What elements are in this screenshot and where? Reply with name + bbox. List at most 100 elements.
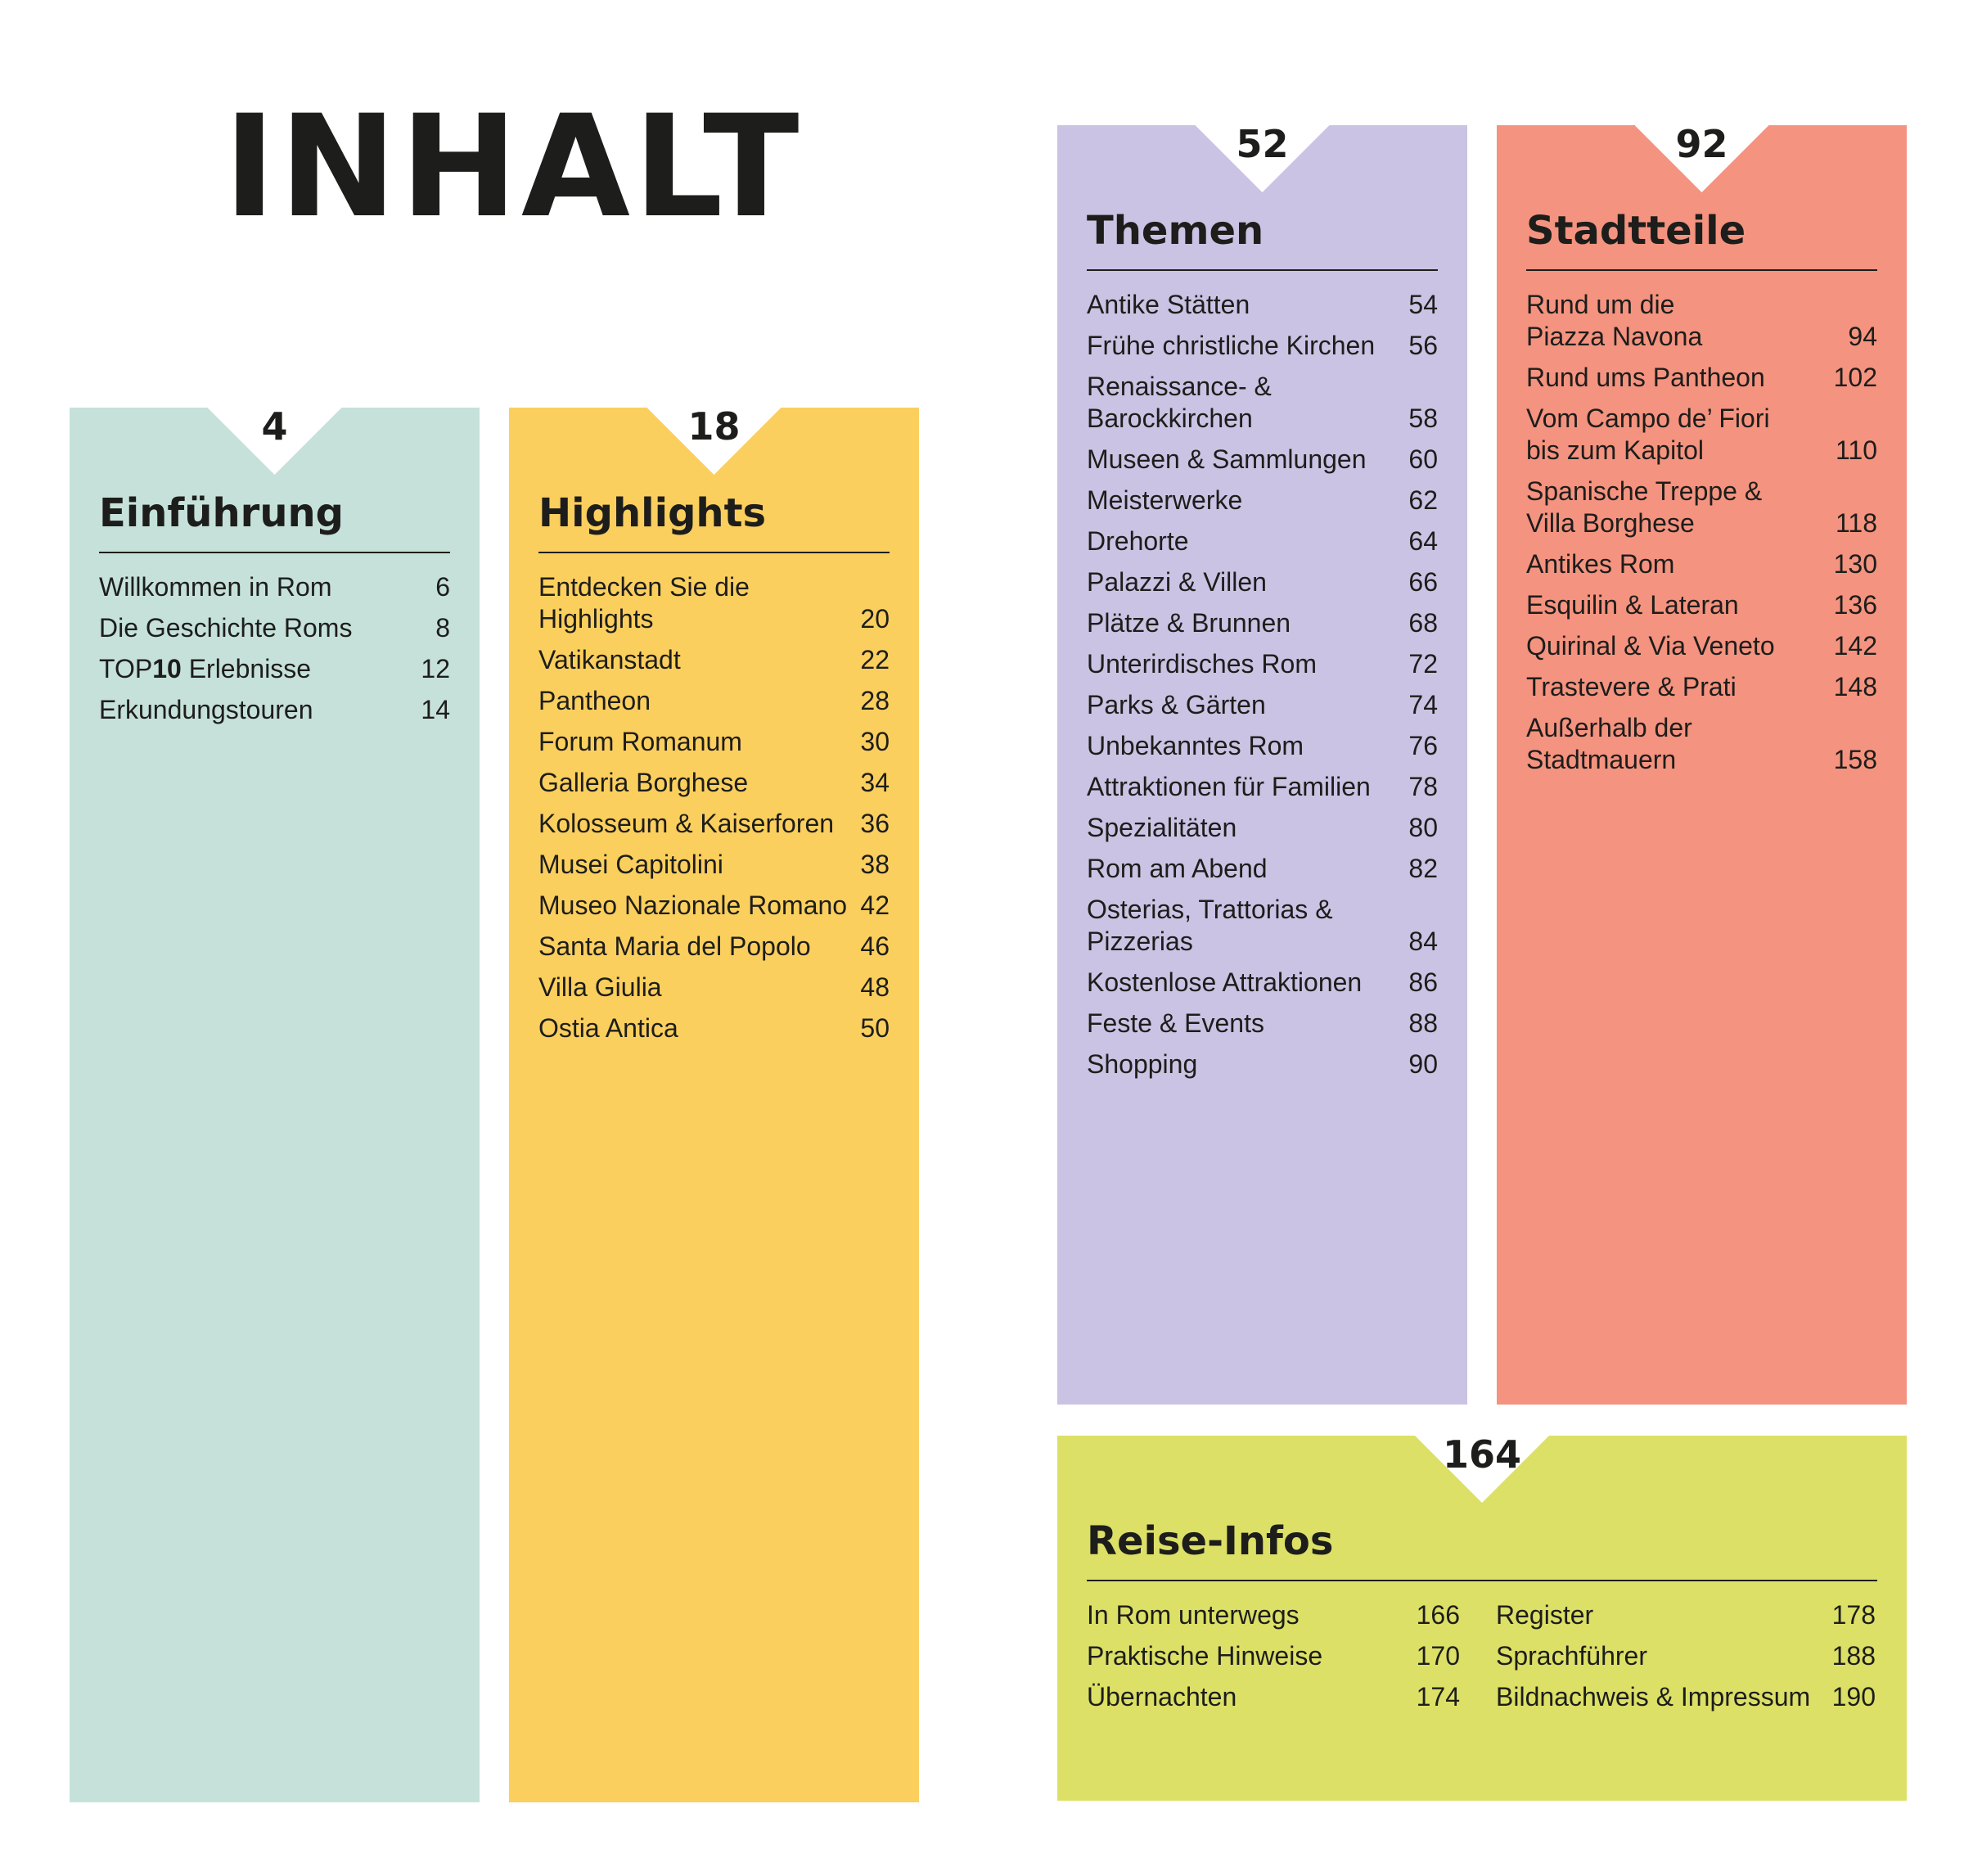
- toc-entry-label-suffix: Erlebnisse: [181, 654, 312, 683]
- toc-entry-page: 58: [1408, 404, 1438, 433]
- toc-entry[interactable]: Parks & Gärten 74: [1087, 689, 1438, 721]
- toc-entry-label: Attraktionen für Familien: [1087, 772, 1371, 801]
- toc-entry[interactable]: Die Geschichte Roms 8: [99, 612, 450, 644]
- section-page-number[interactable]: 18: [687, 404, 741, 449]
- toc-entry-page: 22: [860, 645, 890, 674]
- toc-entry-page: 90: [1408, 1049, 1438, 1079]
- toc-entry[interactable]: Trastevere & Prati 148: [1526, 671, 1877, 703]
- toc-entry-page: 62: [1408, 485, 1438, 515]
- toc-entry-label: Antikes Rom: [1526, 549, 1675, 579]
- toc-entry[interactable]: Spanische Treppe & Villa Borghese 118: [1526, 476, 1877, 539]
- entry-list: Willkommen in Rom 6 Die Geschichte Roms 8 TO…: [99, 571, 450, 735]
- toc-entry[interactable]: Villa Giulia 48: [538, 972, 890, 1003]
- toc-entry-page: 158: [1833, 745, 1877, 774]
- toc-entry[interactable]: Rom am Abend 82: [1087, 853, 1438, 885]
- section-page-number[interactable]: 52: [1236, 122, 1289, 166]
- section-title[interactable]: Themen: [1087, 208, 1264, 254]
- toc-entry-label: Trastevere & Prati: [1526, 672, 1737, 701]
- toc-entry-label: Galleria Borghese: [538, 768, 749, 797]
- toc-entry[interactable]: Attraktionen für Familien 78: [1087, 771, 1438, 803]
- toc-entry[interactable]: Santa Maria del Popolo 46: [538, 931, 890, 963]
- toc-entry[interactable]: Praktische Hinweise 170: [1087, 1640, 1460, 1672]
- toc-entry[interactable]: Museo Nazionale Romano 42: [538, 890, 890, 922]
- toc-entry[interactable]: In Rom unterwegs 166: [1087, 1599, 1460, 1631]
- section-page-number[interactable]: 164: [1442, 1432, 1522, 1477]
- section-page-number[interactable]: 92: [1675, 122, 1728, 166]
- toc-entry[interactable]: Musei Capitolini 38: [538, 849, 890, 881]
- section-title[interactable]: Highlights: [538, 490, 767, 536]
- toc-entry-page: 56: [1408, 331, 1438, 360]
- toc-entry[interactable]: Spezialitäten 80: [1087, 812, 1438, 844]
- toc-entry[interactable]: Meisterwerke 62: [1087, 485, 1438, 516]
- toc-entry[interactable]: Übernachten 174: [1087, 1681, 1460, 1713]
- toc-entry[interactable]: Palazzi & Villen 66: [1087, 566, 1438, 598]
- toc-entry[interactable]: Shopping 90: [1087, 1048, 1438, 1080]
- toc-entry-page: 60: [1408, 444, 1438, 474]
- toc-entry[interactable]: Willkommen in Rom 6: [99, 571, 450, 603]
- toc-entry[interactable]: Galleria Borghese 34: [538, 767, 890, 799]
- toc-entry[interactable]: Pantheon 28: [538, 685, 890, 717]
- toc-entry-label: Spezialitäten: [1087, 813, 1237, 842]
- toc-entry[interactable]: Bildnachweis & Impressum 190: [1496, 1681, 1876, 1713]
- toc-entry[interactable]: Rund ums Pantheon 102: [1526, 362, 1877, 394]
- toc-entry[interactable]: Forum Romanum 30: [538, 726, 890, 758]
- toc-entry[interactable]: Drehorte 64: [1087, 525, 1438, 557]
- toc-entry-page: 36: [860, 809, 890, 838]
- section-einfuehrung: 4 Einführung Willkommen in Rom 6 Die Gesch…: [70, 404, 480, 1802]
- entry-list: Entdecken Sie die Highlights 20 Vatikansta…: [538, 571, 890, 1053]
- toc-entry[interactable]: Frühe christliche Kirchen 56: [1087, 330, 1438, 362]
- toc-entry-label: Praktische Hinweise: [1087, 1641, 1323, 1671]
- toc-entry-page: 12: [421, 654, 450, 683]
- toc-entry-label: Unterirdisches Rom: [1087, 649, 1317, 679]
- page-title: INHALT: [223, 84, 803, 249]
- toc-entry[interactable]: Register 178: [1496, 1599, 1876, 1631]
- toc-entry-label: Ostia Antica: [538, 1013, 678, 1043]
- toc-entry-page: 76: [1408, 731, 1438, 760]
- toc-entry-label: Kolosseum & Kaiserforen: [538, 809, 835, 838]
- toc-entry-label: Shopping: [1087, 1049, 1198, 1079]
- toc-entry[interactable]: Plätze & Brunnen 68: [1087, 607, 1438, 639]
- toc-entry-label: Drehorte: [1087, 526, 1189, 556]
- toc-entry[interactable]: Esquilin & Lateran 136: [1526, 589, 1877, 621]
- toc-entry-label: Santa Maria del Popolo: [538, 931, 811, 961]
- toc-entry-page: 42: [860, 891, 890, 920]
- toc-entry[interactable]: Osterias, Trattorias & Pizzerias 84: [1087, 894, 1438, 958]
- section-title[interactable]: Stadtteile: [1526, 208, 1746, 254]
- toc-entry-page: 48: [860, 972, 890, 1002]
- toc-entry[interactable]: Antikes Rom 130: [1526, 548, 1877, 580]
- toc-entry-page: 86: [1408, 967, 1438, 997]
- toc-entry-label: Renaissance- & Barockkirchen: [1087, 372, 1272, 433]
- toc-entry-label: Museen & Sammlungen: [1087, 444, 1367, 474]
- toc-entry[interactable]: Renaissance- & Barockkirchen 58: [1087, 371, 1438, 435]
- entry-list-left: In Rom unterwegs 166 Praktische Hinweise 17…: [1087, 1599, 1460, 1722]
- toc-entry[interactable]: Vatikanstadt 22: [538, 644, 890, 676]
- toc-entry[interactable]: Rund um die Piazza Navona 94: [1526, 289, 1877, 353]
- toc-entry[interactable]: Quirinal & Via Veneto 142: [1526, 630, 1877, 662]
- toc-entry-label: Quirinal & Via Veneto: [1526, 631, 1775, 661]
- toc-entry-page: 30: [860, 727, 890, 756]
- section-title[interactable]: Reise-Infos: [1087, 1518, 1334, 1564]
- toc-entry[interactable]: TOP10 Erlebnisse 12: [99, 653, 450, 685]
- toc-entry-label-bold: 10: [152, 654, 182, 683]
- toc-entry[interactable]: Feste & Events 88: [1087, 1008, 1438, 1039]
- toc-entry-page: 74: [1408, 690, 1438, 719]
- toc-entry[interactable]: Außerhalb der Stadtmauern 158: [1526, 712, 1877, 776]
- toc-entry[interactable]: Entdecken Sie die Highlights 20: [538, 571, 890, 635]
- toc-entry-page: 174: [1416, 1682, 1460, 1711]
- section-divider: [1526, 269, 1877, 271]
- toc-entry[interactable]: Erkundungstouren 14: [99, 694, 450, 726]
- section-title[interactable]: Einführung: [99, 490, 345, 536]
- toc-entry[interactable]: Antike Stätten 54: [1087, 289, 1438, 321]
- section-page-number[interactable]: 4: [261, 404, 288, 449]
- toc-entry-label: Vom Campo de’ Fiori bis zum Kapitol: [1526, 404, 1770, 465]
- toc-entry[interactable]: Kostenlose Attraktionen 86: [1087, 967, 1438, 999]
- toc-entry[interactable]: Vom Campo de’ Fiori bis zum Kapitol 110: [1526, 403, 1877, 467]
- toc-entry-label: Feste & Events: [1087, 1008, 1264, 1038]
- toc-entry[interactable]: Sprachführer 188: [1496, 1640, 1876, 1672]
- toc-entry[interactable]: Kolosseum & Kaiserforen 36: [538, 808, 890, 840]
- toc-entry[interactable]: Museen & Sammlungen 60: [1087, 444, 1438, 476]
- toc-entry[interactable]: Unbekanntes Rom 76: [1087, 730, 1438, 762]
- toc-entry-page: 34: [860, 768, 890, 797]
- toc-entry[interactable]: Ostia Antica 50: [538, 1012, 890, 1044]
- toc-entry[interactable]: Unterirdisches Rom 72: [1087, 648, 1438, 680]
